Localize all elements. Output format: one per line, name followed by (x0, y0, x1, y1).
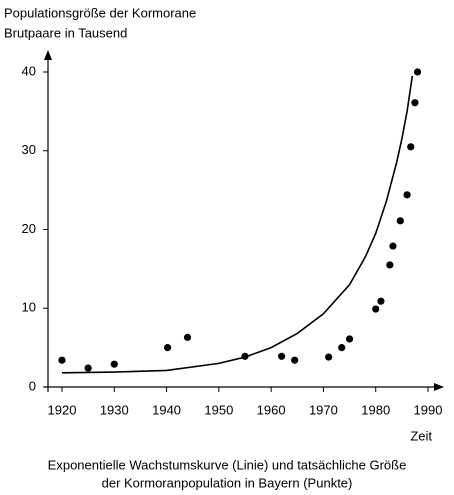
x-tick-label: 1960 (257, 402, 286, 417)
data-point (345, 335, 354, 343)
x-tick-label: 1980 (361, 402, 390, 417)
data-point (291, 356, 299, 364)
x-tick-label: 1930 (100, 402, 129, 417)
x-axis-label: Zeit (410, 428, 432, 443)
data-point (407, 143, 415, 151)
data-point (183, 333, 192, 341)
data-point (164, 344, 172, 352)
y-axis-arrow (44, 50, 52, 60)
data-point (403, 191, 411, 199)
chart-title: Brutpaare in Tausend (4, 25, 127, 40)
data-point (338, 344, 346, 352)
x-axis-arrow (434, 383, 444, 391)
caption: der Kormoranpopulation in Bayern (Punkte… (102, 475, 353, 490)
growth-curve (61, 75, 414, 374)
data-point (241, 352, 249, 360)
caption: Exponentielle Wachstumskurve (Linie) und… (48, 457, 407, 472)
data-point (389, 242, 397, 250)
y-tick-label: 30 (22, 142, 36, 157)
x-tick-label: 1990 (414, 402, 443, 417)
data-point (413, 68, 422, 76)
y-tick-label: 10 (22, 300, 36, 315)
data-point (411, 99, 419, 107)
x-tick-label: 1950 (204, 402, 233, 417)
x-tick-label: 1940 (152, 402, 181, 417)
data-point (377, 297, 385, 305)
x-tick-label: 1970 (309, 402, 338, 417)
y-tick-label: 20 (22, 221, 36, 236)
data-point (386, 261, 394, 269)
x-tick-label: 1920 (48, 402, 77, 417)
y-tick-label: 0 (29, 378, 36, 393)
data-point (110, 360, 118, 368)
data-point (325, 353, 333, 361)
data-point (396, 217, 404, 225)
data-point (84, 364, 92, 372)
chart-title: Populationsgröße der Kormorane (4, 5, 196, 20)
y-tick-label: 40 (22, 63, 36, 78)
data-point (278, 352, 286, 360)
data-point (58, 356, 66, 364)
data-point (372, 305, 380, 313)
